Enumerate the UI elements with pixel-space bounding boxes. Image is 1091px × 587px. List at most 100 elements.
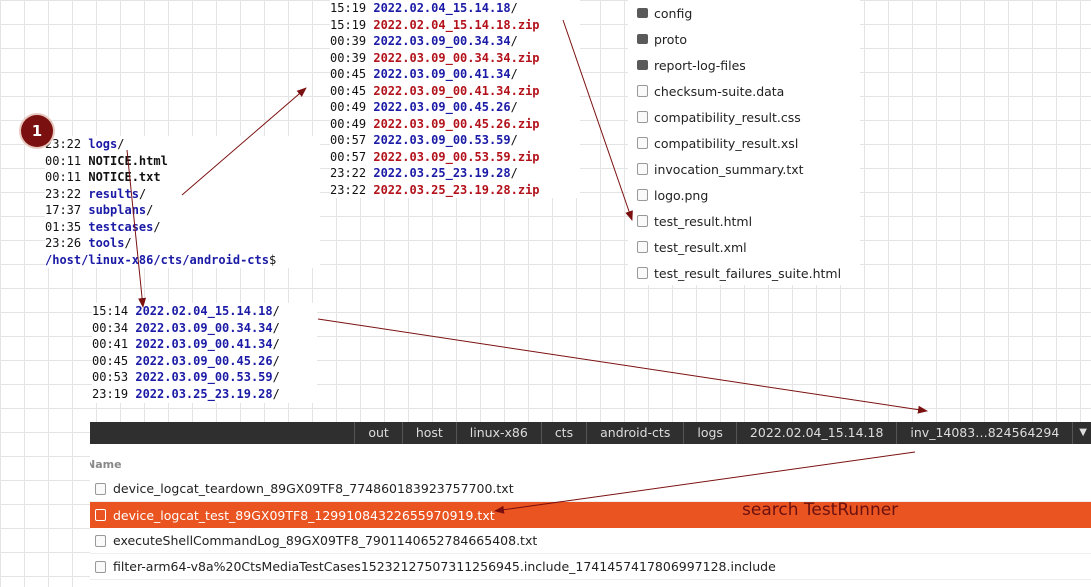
file-name: device_logcat_teardown_89GX09TF8_7748601… [113,481,514,496]
file-row[interactable]: device_logcat_teardown_89GX09TF8_7748601… [90,476,1091,502]
breadcrumb-item[interactable]: linux-x86 [455,422,541,444]
terminal-line: 23:22 2022.03.25_23.19.28/ [330,165,580,182]
file-list: Name device_logcat_teardown_89GX09TF8_77… [90,444,1091,587]
breadcrumb-item[interactable]: host [401,422,456,444]
entry-name: 2022.02.04_15.14.18.zip [373,17,540,32]
file-row[interactable]: compatibility_result.xsl [628,130,860,156]
terminal-line: 23:22 logs/ [45,136,320,153]
time: 00:39 [330,34,367,48]
time: 15:14 [92,304,129,318]
entry-suffix: / [153,219,161,234]
terminal-line: 00:45 2022.03.09_00.41.34/ [330,66,580,83]
time: 00:53 [92,370,129,384]
step-badge: 1 [21,115,53,147]
entry-name: 2022.03.09_00.41.34 [373,67,511,81]
entry-name: 2022.03.09_00.53.59.zip [373,149,540,164]
folder-row[interactable]: config [628,0,860,26]
file-row[interactable]: device_logcat_test_89GX09TF8_12991084322… [90,502,1091,528]
breadcrumb-item[interactable]: cts [540,422,586,444]
breadcrumb-item[interactable]: logs [683,422,736,444]
breadcrumb-item[interactable]: inv_14083…824564294 [896,422,1072,444]
icon [637,215,648,227]
entry-suffix: / [510,166,518,180]
time: 17:37 [45,203,82,217]
time: 15:19 [330,1,367,15]
column-header[interactable]: Name [90,458,122,471]
prompt-line: /host/linux-x86/cts/android-cts$ [45,252,320,269]
entry-name: 2022.03.09_00.45.26.zip [373,116,540,131]
terminal-line: 15:19 2022.02.04_15.14.18.zip [330,17,580,34]
terminal-line: 00:41 2022.03.09_00.41.34/ [92,336,317,353]
folder-row[interactable]: proto [628,26,860,52]
icon [637,60,648,70]
time: 15:19 [330,17,367,32]
file-row[interactable]: executeShellCommandLog_89GX09TF8_7901140… [90,528,1091,554]
entry-name: 2022.03.09_00.53.59 [373,133,511,147]
terminal-line: 00:34 2022.03.09_00.34.34/ [92,320,317,337]
item-name: test_result.html [654,213,753,229]
icon [637,34,648,44]
breadcrumb-item[interactable]: android-cts [586,422,683,444]
entry-name: 2022.03.09_00.53.59 [135,370,273,384]
icon [637,8,648,18]
entry-name: 2022.03.09_00.45.26 [373,100,511,114]
time: 00:34 [92,320,129,335]
entry-name: 2022.03.09_00.45.26 [135,353,273,368]
terminal-line: 00:39 2022.03.09_00.34.34.zip [330,50,580,67]
file-row[interactable]: checksum-suite.data [628,78,860,104]
file-row[interactable]: compatibility_result.css [628,104,860,130]
terminal-left: 23:22 logs/00:11 NOTICE.html 00:11 NOTICE… [45,136,320,268]
icon [637,111,648,123]
file-row[interactable]: logo.png [628,182,860,208]
breadcrumb-bar: out host linux-x86 cts android-cts logs 2022.0… [90,422,1091,444]
time: 23:22 [330,166,367,180]
entry-suffix: / [272,337,280,351]
entry-name: 2022.03.09_00.34.34 [135,320,273,335]
terminal-line: 00:39 2022.03.09_00.34.34/ [330,33,580,50]
annotation: search TestRunner [742,500,899,520]
file-row[interactable]: test_result_failures_suite.html [628,260,860,286]
entry-name: 2022.03.09_00.41.34 [135,337,273,351]
terminal-line: 01:35 testcases/ [45,219,320,236]
entry-suffix: / [510,100,518,114]
entry-name: results [88,186,139,201]
dropdown-arrow[interactable]: ▼ [1072,422,1091,444]
entry-suffix: / [272,370,280,384]
time: 00:45 [92,353,129,368]
results-panel: config proto report-log-files checksum-suit… [628,0,860,285]
entry-name: NOTICE.html [88,153,168,168]
entry-name: 2022.03.09_00.41.34.zip [373,83,540,98]
item-name: proto [654,31,687,47]
item-name: logo.png [654,187,709,203]
entry-name: 2022.03.25_23.19.28.zip [373,182,540,197]
icon [637,163,648,175]
time: 00:49 [330,100,367,114]
breadcrumb-item[interactable]: 2022.02.04_15.14.18 [735,422,896,444]
file-row[interactable]: test_result.html [628,208,860,234]
entry-suffix: / [272,386,280,401]
icon [637,241,648,253]
entry-suffix: / [138,186,147,201]
entry-suffix: / [117,137,125,151]
time: 23:22 [45,137,82,151]
terminal-line: 00:45 2022.03.09_00.41.34.zip [330,83,580,100]
terminal-line: 00:49 2022.03.09_00.45.26.zip [330,116,580,133]
breadcrumb-item[interactable]: out [354,422,401,444]
file-name: device_logcat_test_89GX09TF8_12991084322… [113,507,495,523]
terminal-line: 00:57 2022.03.09_00.53.59/ [330,132,580,149]
terminal-middle: 15:14 2022.02.04_15.14.18/00:34 2022.03.… [92,303,317,403]
folder-row[interactable]: report-log-files [628,52,860,78]
entry-name: NOTICE.txt [88,170,161,184]
entry-name: 2022.03.25_23.19.28 [135,386,273,401]
entry-name: 2022.03.09_00.34.34 [373,34,511,48]
file-row[interactable]: test_result.xml [628,234,860,260]
icon [637,267,648,279]
terminal-line: 15:14 2022.02.04_15.14.18/ [92,303,317,320]
terminal-line: 17:37 subplans/ [45,202,320,219]
terminal-line: 00:45 2022.03.09_00.45.26/ [92,353,317,370]
terminal-line: 23:22 2022.03.25_23.19.28.zip [330,182,580,199]
file-row[interactable]: invocation_summary.txt [628,156,860,182]
time: 00:45 [330,83,367,98]
item-name: invocation_summary.txt [654,161,804,177]
file-row[interactable]: filter-arm64-v8a%20CtsMediaTestCases1523… [90,554,1091,580]
